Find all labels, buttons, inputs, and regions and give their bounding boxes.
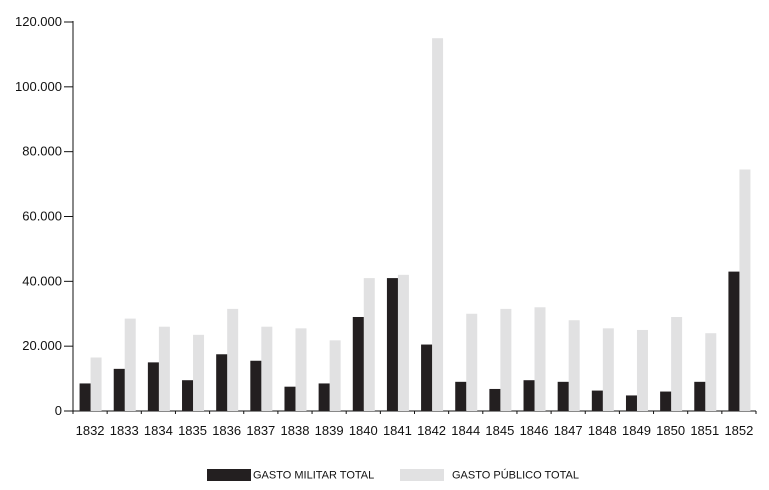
y-tick-label: 20.000 (22, 338, 62, 353)
bar-gasto-publico (397, 274, 409, 411)
x-tick-label: 1838 (281, 423, 310, 438)
legend-swatch (207, 469, 251, 481)
bar-gasto-publico (739, 169, 751, 411)
x-tick-label: 1849 (622, 423, 651, 438)
x-tick-label: 1844 (451, 423, 480, 438)
bar-gasto-militar (455, 381, 467, 411)
x-tick-label: 1850 (656, 423, 685, 438)
x-tick-label: 1837 (246, 423, 275, 438)
bar-gasto-publico (363, 278, 375, 411)
bar-gasto-publico (500, 308, 512, 411)
y-tick-label: 0 (55, 403, 62, 418)
bar-gasto-publico (705, 333, 717, 411)
bar-gasto-publico (90, 357, 102, 411)
bar-gasto-militar (352, 316, 364, 411)
bar-gasto-publico (124, 318, 136, 411)
legend: GASTO MILITAR TOTAL GASTO PÚBLICO TOTAL (207, 469, 579, 482)
bar-gasto-militar (694, 381, 706, 411)
x-tick-label: 1839 (315, 423, 344, 438)
legend-swatch (400, 469, 444, 481)
bar-gasto-militar (216, 354, 228, 411)
bar-gasto-militar (557, 381, 569, 411)
bar-gasto-publico (227, 308, 239, 411)
bar-gasto-militar (660, 391, 672, 411)
bar-gasto-militar (318, 383, 330, 411)
legend-label: GASTO MILITAR TOTAL (253, 470, 374, 482)
bar-gasto-publico (602, 328, 614, 411)
x-tick-label: 1848 (588, 423, 617, 438)
bar-gasto-militar (421, 344, 433, 411)
y-tick-label: 60.000 (22, 209, 62, 224)
bar-gasto-militar (250, 360, 262, 411)
bar-gasto-publico (158, 326, 170, 411)
bar-gasto-publico (568, 320, 580, 411)
bar-gasto-militar (625, 395, 637, 411)
y-tick-label: 120.000 (15, 14, 62, 29)
bar-gasto-publico (193, 334, 205, 411)
x-tick-label: 1832 (76, 423, 105, 438)
x-tick-label: 1851 (690, 423, 719, 438)
bar-gasto-publico (534, 307, 546, 411)
y-tick-label: 100.000 (15, 79, 62, 94)
bar-gasto-militar (591, 390, 603, 411)
bar-gasto-militar (79, 383, 91, 411)
legend-label: GASTO PÚBLICO TOTAL (452, 469, 579, 482)
bar-gasto-militar (147, 362, 159, 411)
bar-gasto-publico (466, 313, 478, 411)
x-tick-label: 1846 (520, 423, 549, 438)
x-tick-label: 1835 (178, 423, 207, 438)
bar-gasto-militar (523, 380, 535, 411)
bar-gasto-publico (671, 316, 683, 411)
x-tick-label: 1845 (485, 423, 514, 438)
bars (79, 38, 751, 411)
bar-gasto-militar (386, 278, 398, 411)
y-tick-label: 80.000 (22, 144, 62, 159)
x-tick-label: 1841 (383, 423, 412, 438)
bar-gasto-publico (636, 329, 648, 411)
x-tick-label: 1842 (417, 423, 446, 438)
bar-gasto-publico (329, 340, 341, 411)
bar-gasto-militar (113, 368, 125, 411)
x-tick-label: 1834 (144, 423, 173, 438)
y-axis: 0 20.000 40.000 60.000 80.000 100.000 120.000 (15, 14, 74, 418)
bar-gasto-publico (432, 38, 444, 411)
x-tick-label: 1847 (554, 423, 583, 438)
x-tick-label: 1840 (349, 423, 378, 438)
bar-gasto-militar (489, 388, 501, 411)
x-tick-label: 1836 (212, 423, 241, 438)
x-tick-label: 1852 (724, 423, 753, 438)
bar-gasto-publico (295, 328, 307, 411)
bar-gasto-militar (284, 386, 296, 411)
y-tick-label: 40.000 (22, 273, 62, 288)
bar-gasto-militar (728, 271, 740, 411)
x-tick-label: 1833 (110, 423, 139, 438)
bar-gasto-publico (261, 326, 273, 411)
bar-gasto-militar (182, 380, 194, 411)
x-axis: 1832 1833 1834 1835 1836 1837 1838 1839 1840 1841… (72, 410, 757, 438)
